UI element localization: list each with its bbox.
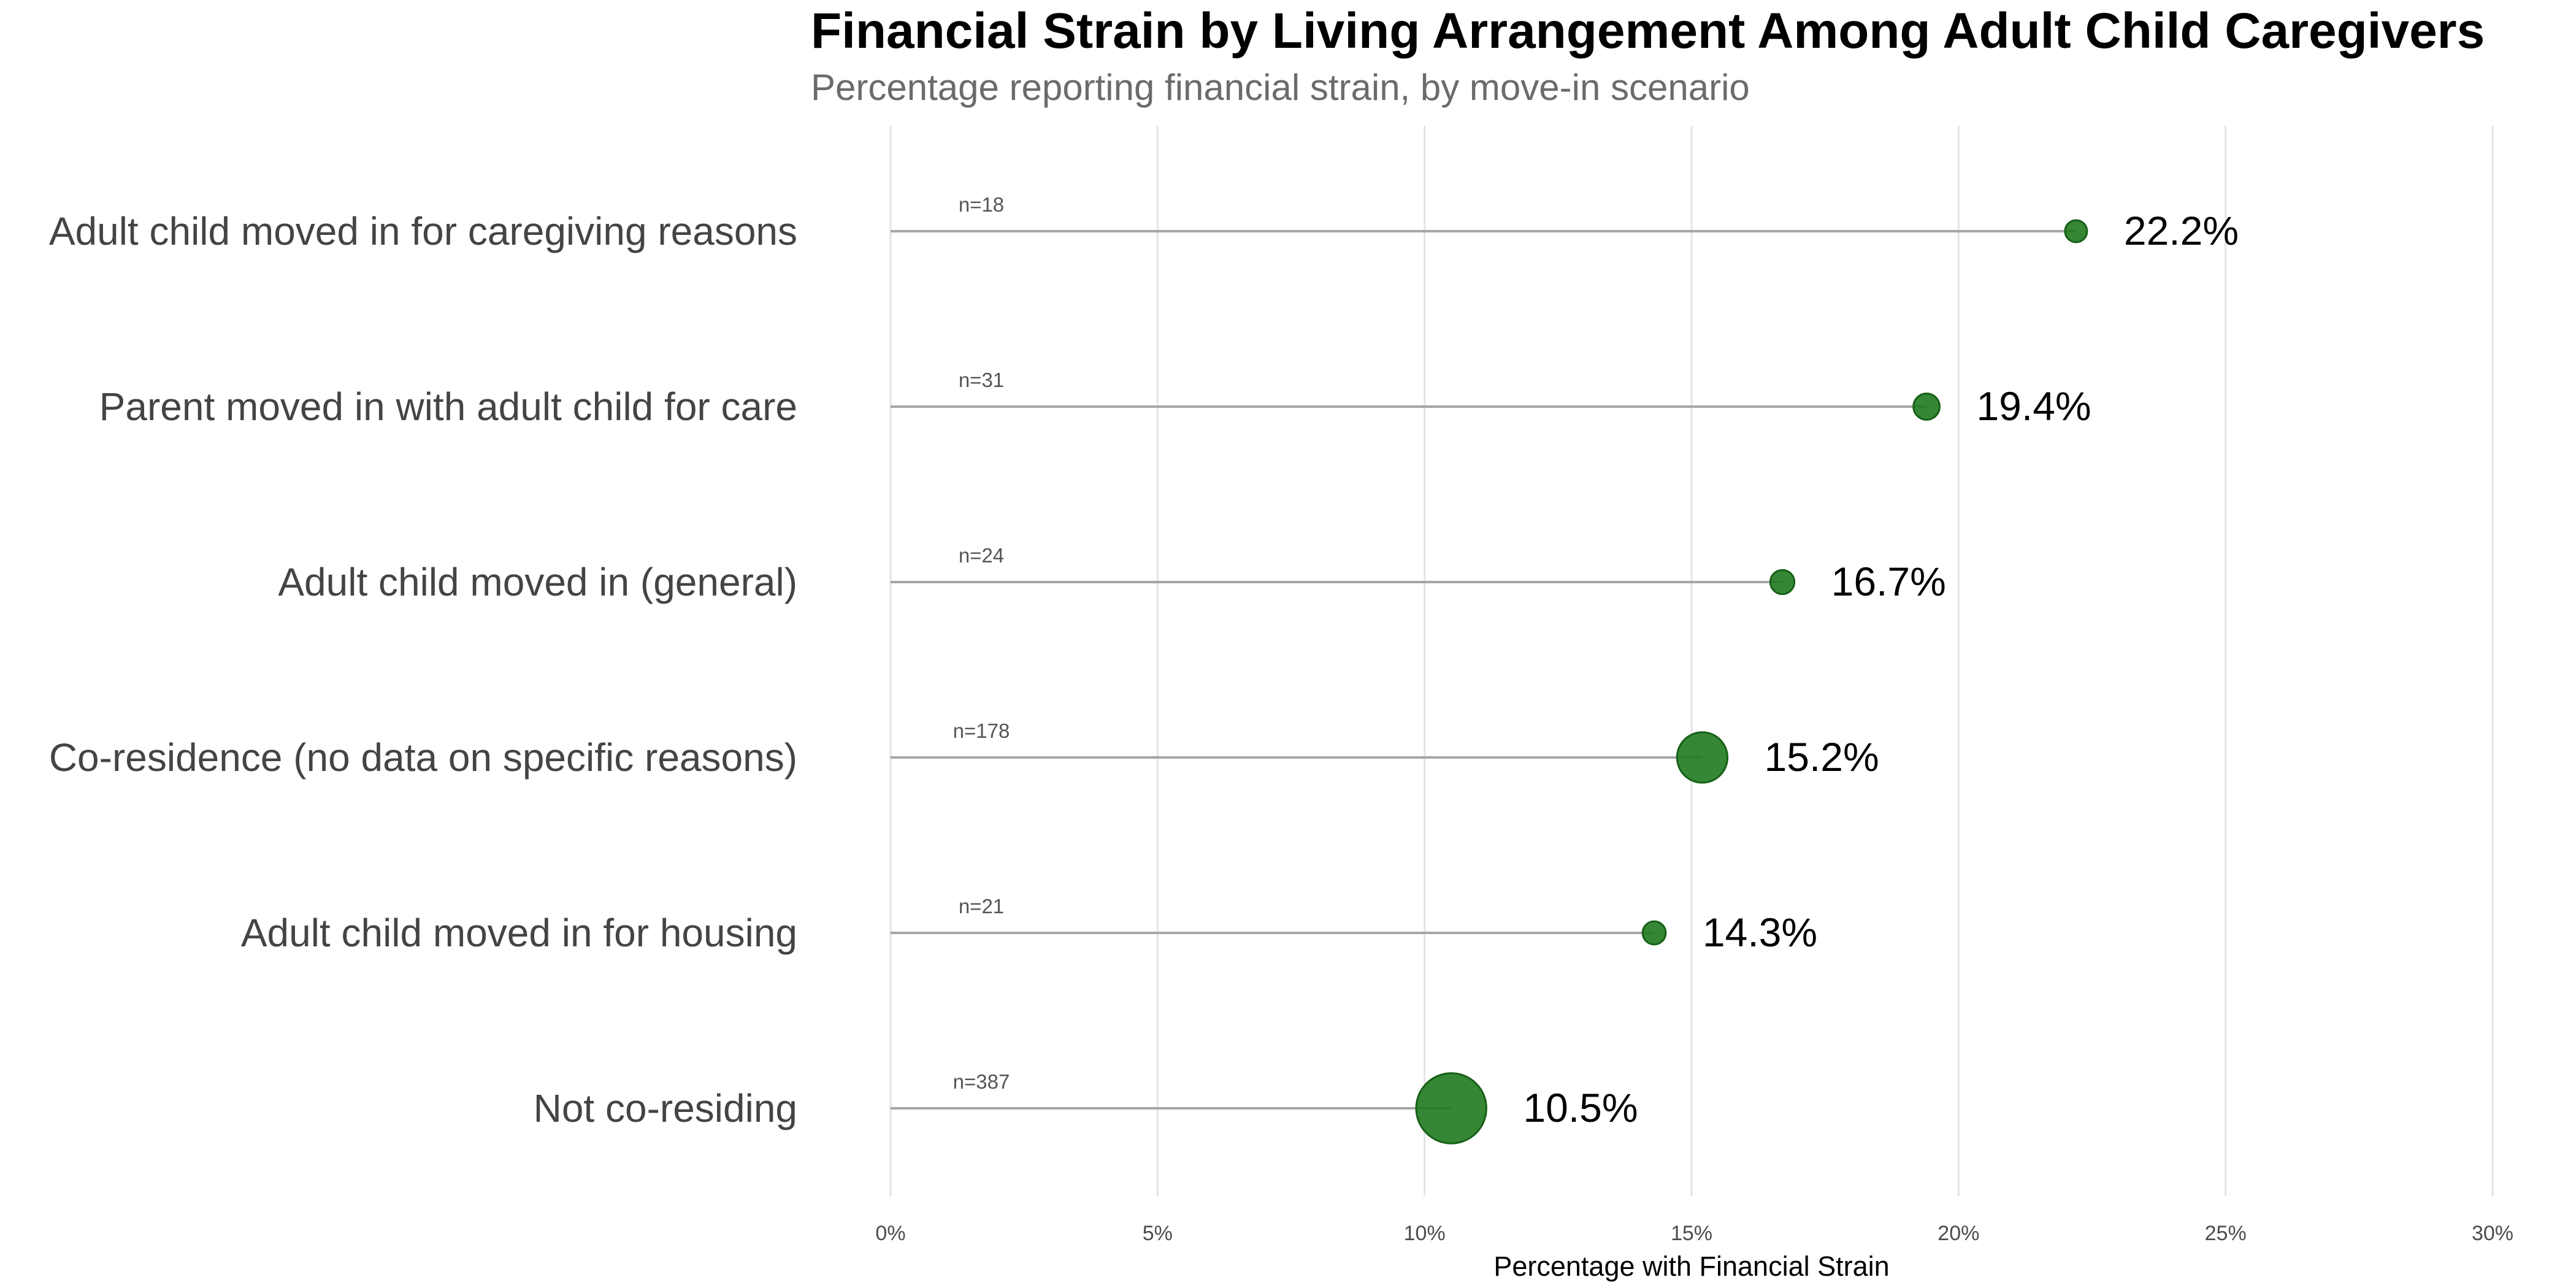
- category-label: Parent moved in with adult child for car…: [99, 385, 797, 429]
- chart-marks: Adult child moved in for caregiving reas…: [49, 193, 2239, 1144]
- category-label: Adult child moved in (general): [278, 560, 797, 604]
- category-label: Not co-residing: [534, 1086, 797, 1130]
- sample-size-label: n=24: [959, 544, 1004, 567]
- value-label: 14.3%: [1703, 910, 1817, 955]
- x-tick-label: 5%: [1143, 1222, 1173, 1245]
- x-axis-label: Percentage with Financial Strain: [1493, 1251, 1889, 1282]
- sample-size-label: n=387: [953, 1070, 1010, 1093]
- x-tick-label: 15%: [1671, 1222, 1712, 1245]
- sample-size-label: n=31: [959, 369, 1004, 391]
- value-label: 10.5%: [1523, 1085, 1638, 1130]
- sample-size-label: n=21: [959, 895, 1004, 918]
- value-label: 15.2%: [1765, 734, 1879, 780]
- gridlines: [889, 126, 2494, 1196]
- sample-size-label: n=18: [959, 193, 1004, 216]
- value-label: 19.4%: [1976, 383, 2091, 429]
- category-label: Adult child moved in for caregiving reas…: [49, 209, 797, 253]
- x-tick-label: 20%: [1938, 1222, 1979, 1245]
- chart-title: Financial Strain by Living Arrangement A…: [811, 3, 2485, 59]
- x-tick-label: 30%: [2472, 1222, 2513, 1245]
- data-point: [1641, 920, 1667, 946]
- value-label: 22.2%: [2124, 208, 2239, 253]
- data-point: [1676, 731, 1729, 784]
- chart-subtitle: Percentage reporting financial strain, b…: [811, 67, 1750, 108]
- x-axis: 0% 5% 10% 15% 20% 25% 30%: [875, 1222, 2513, 1245]
- x-tick-label: 25%: [2205, 1222, 2247, 1245]
- x-tick-label: 10%: [1404, 1222, 1446, 1245]
- x-tick-label: 0%: [875, 1222, 905, 1245]
- data-point: [1912, 393, 1941, 421]
- category-label: Co-residence (no data on specific reason…: [49, 735, 797, 780]
- sample-size-label: n=178: [953, 719, 1010, 742]
- data-point: [1415, 1072, 1487, 1144]
- data-point: [2064, 219, 2088, 243]
- data-point: [1769, 569, 1796, 596]
- value-label: 16.7%: [1831, 559, 1946, 604]
- category-label: Adult child moved in for housing: [241, 911, 797, 955]
